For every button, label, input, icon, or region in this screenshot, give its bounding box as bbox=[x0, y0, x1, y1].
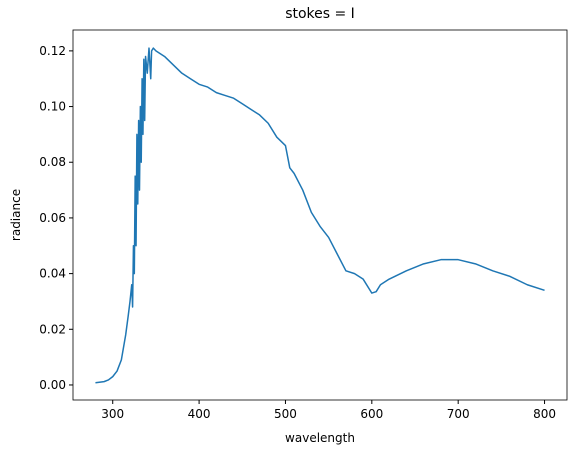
x-tick-label: 800 bbox=[533, 407, 556, 421]
x-tick-label: 700 bbox=[447, 407, 470, 421]
x-tick-label: 300 bbox=[101, 407, 124, 421]
y-axis-label: radiance bbox=[9, 189, 23, 241]
y-tick-label: 0.00 bbox=[39, 378, 66, 392]
data-line bbox=[95, 47, 545, 384]
y-tick-label: 0.04 bbox=[39, 267, 66, 281]
x-axis-label: wavelength bbox=[285, 431, 355, 445]
y-tick-label: 0.10 bbox=[39, 100, 66, 114]
y-tick-label: 0.12 bbox=[39, 44, 66, 58]
x-tick-label: 400 bbox=[188, 407, 211, 421]
y-tick-label: 0.06 bbox=[39, 211, 66, 225]
y-tick-label: 0.02 bbox=[39, 322, 66, 336]
x-tick-label: 600 bbox=[360, 407, 383, 421]
plot-frame bbox=[72, 29, 568, 401]
y-tick-label: 0.08 bbox=[39, 155, 66, 169]
chart-title: stokes = I bbox=[285, 6, 355, 22]
x-tick-label: 500 bbox=[274, 407, 297, 421]
